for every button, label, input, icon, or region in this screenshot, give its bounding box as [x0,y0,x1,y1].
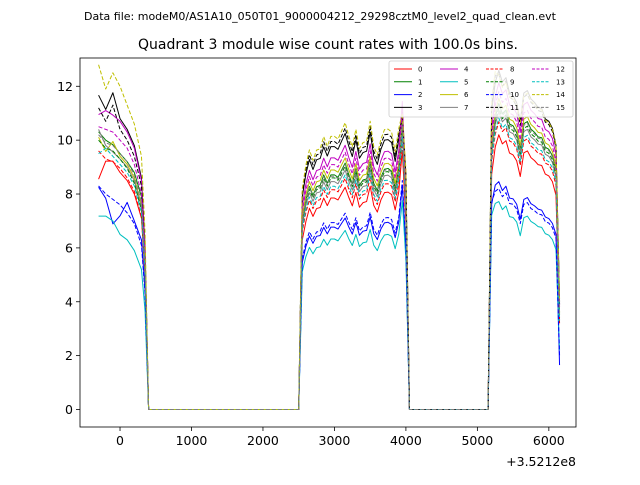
legend-label-6: 6 [464,91,469,99]
legend-label-3: 3 [418,104,422,112]
x-tick-label: 5000 [461,433,493,448]
y-tick-label: 12 [57,79,73,94]
legend-label-12: 12 [556,66,565,74]
plot-area-frame [79,57,577,428]
x-tick-label: 4000 [390,433,422,448]
legend-label-15: 15 [556,104,565,112]
y-axis: 0 2 4 6 8 10 12 [57,79,80,417]
legend-label-5: 5 [464,78,468,86]
x-axis: 0 1000 2000 3000 4000 5000 6000 [116,427,565,448]
legend-label-9: 9 [510,78,514,86]
legend-label-7: 7 [464,104,468,112]
legend-label-2: 2 [418,91,422,99]
y-tick-label: 2 [65,348,73,363]
y-tick-label: 10 [57,133,73,148]
series-line-12 [98,91,561,410]
legend-label-10: 10 [510,91,519,99]
legend-box [388,60,574,118]
legend-label-0: 0 [418,66,422,74]
chart-suptitle: Data file: modeM0/AS1A10_050T01_90000042… [84,10,557,23]
legend-label-14: 14 [556,91,565,99]
y-tick-label: 4 [65,294,73,309]
legend-label-13: 13 [556,78,565,86]
x-tick-label: 0 [116,433,124,448]
chart-title: Quadrant 3 module wise count rates with … [138,37,518,53]
legend-label-1: 1 [418,78,422,86]
legend-label-11: 11 [510,104,519,112]
x-tick-label: 1000 [176,433,208,448]
y-tick-label: 0 [65,402,73,417]
legend-label-4: 4 [464,66,469,74]
legend-label-8: 8 [510,66,514,74]
x-tick-label: 2000 [247,433,279,448]
y-tick-label: 8 [65,187,73,202]
x-axis-offset-label: +3.5212e8 [506,454,576,469]
plot-series-group [98,64,561,410]
x-tick-label: 6000 [533,433,565,448]
x-tick-label: 3000 [319,433,351,448]
y-tick-label: 6 [65,240,73,255]
